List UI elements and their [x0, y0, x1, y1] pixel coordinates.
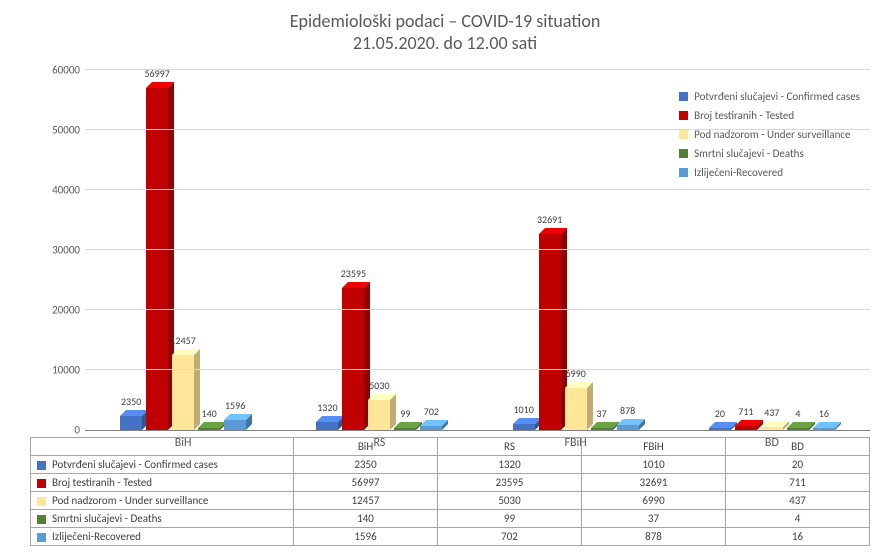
bar-label: 1596 [205, 399, 265, 412]
table-cell: 20 [726, 456, 870, 474]
y-tick: 20000 [30, 304, 80, 317]
gridline [85, 249, 870, 250]
table-row: Pod nadzorom - Under surveillance1245750… [31, 492, 870, 510]
table-cell: 437 [726, 492, 870, 510]
table-col-header: BiH [294, 438, 438, 456]
gridline [85, 309, 870, 310]
table-row: Izliječeni-Recovered159670287816 [31, 528, 870, 546]
bar-label: 702 [401, 405, 461, 418]
legend-item: Smrtni slučajevi - Deaths [679, 147, 860, 160]
table-swatch [37, 515, 46, 524]
legend-swatch [679, 168, 688, 177]
y-tick: 40000 [30, 184, 80, 197]
table-cell: 37 [582, 510, 726, 528]
gridline [85, 369, 870, 370]
bar-confirmed: 1320 [316, 422, 338, 430]
table-col-header: RS [438, 438, 582, 456]
chart-title: Epidemiološki podaci – COVID-19 situatio… [0, 10, 890, 32]
bar-group: 235056997124571401596BiH [85, 70, 281, 430]
table-row-header: Smrtni slučajevi - Deaths [31, 510, 294, 528]
table-body: Potvrđeni slučajevi - Confirmed cases235… [31, 456, 870, 546]
y-tick: 30000 [30, 244, 80, 257]
gridline [85, 189, 870, 190]
table-row: Broj testiranih - Tested5699723595326917… [31, 474, 870, 492]
y-tick: 50000 [30, 124, 80, 137]
legend-swatch [679, 92, 688, 101]
bar-label: 5030 [349, 379, 409, 392]
chart-subtitle: 21.05.2020. do 12.00 sati [0, 32, 890, 54]
table-swatch [37, 461, 46, 470]
table-row: Smrtni slučajevi - Deaths14099374 [31, 510, 870, 528]
table-swatch [37, 497, 46, 506]
table-header-row: BiHRSFBiHBD [31, 438, 870, 456]
chart-container: { "title": "Epidemiološki podaci – COVID… [0, 0, 890, 556]
legend-item: Potvrđeni slučajevi - Confirmed cases [679, 90, 860, 103]
table-cell: 5030 [438, 492, 582, 510]
y-tick: 10000 [30, 364, 80, 377]
legend-label: Smrtni slučajevi - Deaths [694, 147, 804, 160]
table-row-header: Potvrđeni slučajevi - Confirmed cases [31, 456, 294, 474]
table-corner [31, 438, 294, 456]
table-cell: 711 [726, 474, 870, 492]
legend-item: Broj testiranih - Tested [679, 109, 860, 122]
table-cell: 6990 [582, 492, 726, 510]
table-cell: 99 [438, 510, 582, 528]
table-cell: 32691 [582, 474, 726, 492]
legend-label: Broj testiranih - Tested [694, 109, 794, 122]
bar-label: 16 [794, 407, 854, 420]
legend-swatch [679, 149, 688, 158]
legend-item: Pod nadzorom - Under surveillance [679, 128, 860, 141]
table-cell: 1596 [294, 528, 438, 546]
y-axis: 0100002000030000400005000060000 [30, 70, 80, 430]
table-cell: 140 [294, 510, 438, 528]
table-cell: 1010 [582, 456, 726, 474]
bar-recovered: 1596 [224, 420, 246, 430]
table-cell: 12457 [294, 492, 438, 510]
y-tick: 0 [30, 424, 80, 437]
table-row-header: Pod nadzorom - Under surveillance [31, 492, 294, 510]
table-cell: 878 [582, 528, 726, 546]
table-cell: 4 [726, 510, 870, 528]
table-cell: 702 [438, 528, 582, 546]
table-cell: 2350 [294, 456, 438, 474]
table-cell: 16 [726, 528, 870, 546]
table-row-header: Broj testiranih - Tested [31, 474, 294, 492]
y-tick: 60000 [30, 64, 80, 77]
legend-item: Izliječeni-Recovered [679, 166, 860, 179]
bar-group: 101032691699037878FBiH [478, 70, 674, 430]
table-cell: 1320 [438, 456, 582, 474]
table-col-header: BD [726, 438, 870, 456]
legend-label: Potvrđeni slučajevi - Confirmed cases [694, 90, 860, 103]
table-row-header: Izliječeni-Recovered [31, 528, 294, 546]
bar-confirmed: 2350 [120, 416, 142, 430]
table-cell: 23595 [438, 474, 582, 492]
bar-label: 12457 [153, 334, 213, 347]
legend-swatch [679, 130, 688, 139]
x-axis-line [85, 430, 870, 431]
bar-label: 23595 [323, 267, 383, 280]
table-row: Potvrđeni slučajevi - Confirmed cases235… [31, 456, 870, 474]
legend: Potvrđeni slučajevi - Confirmed cases Bro… [679, 90, 860, 185]
bar-group: 132023595503099702RS [281, 70, 477, 430]
data-table: BiHRSFBiHBD Potvrđeni slučajevi - Confir… [30, 437, 870, 546]
bar-tested: 56997 [146, 88, 168, 430]
legend-swatch [679, 111, 688, 120]
bar-label: 878 [598, 404, 658, 417]
gridline [85, 69, 870, 70]
table-swatch [37, 533, 46, 542]
legend-label: Pod nadzorom - Under surveillance [694, 128, 850, 141]
table-col-header: FBiH [582, 438, 726, 456]
legend-label: Izliječeni-Recovered [694, 166, 783, 179]
bar-tested: 32691 [539, 234, 561, 430]
table-swatch [37, 479, 46, 488]
table-cell: 56997 [294, 474, 438, 492]
bar-label: 32691 [520, 213, 580, 226]
